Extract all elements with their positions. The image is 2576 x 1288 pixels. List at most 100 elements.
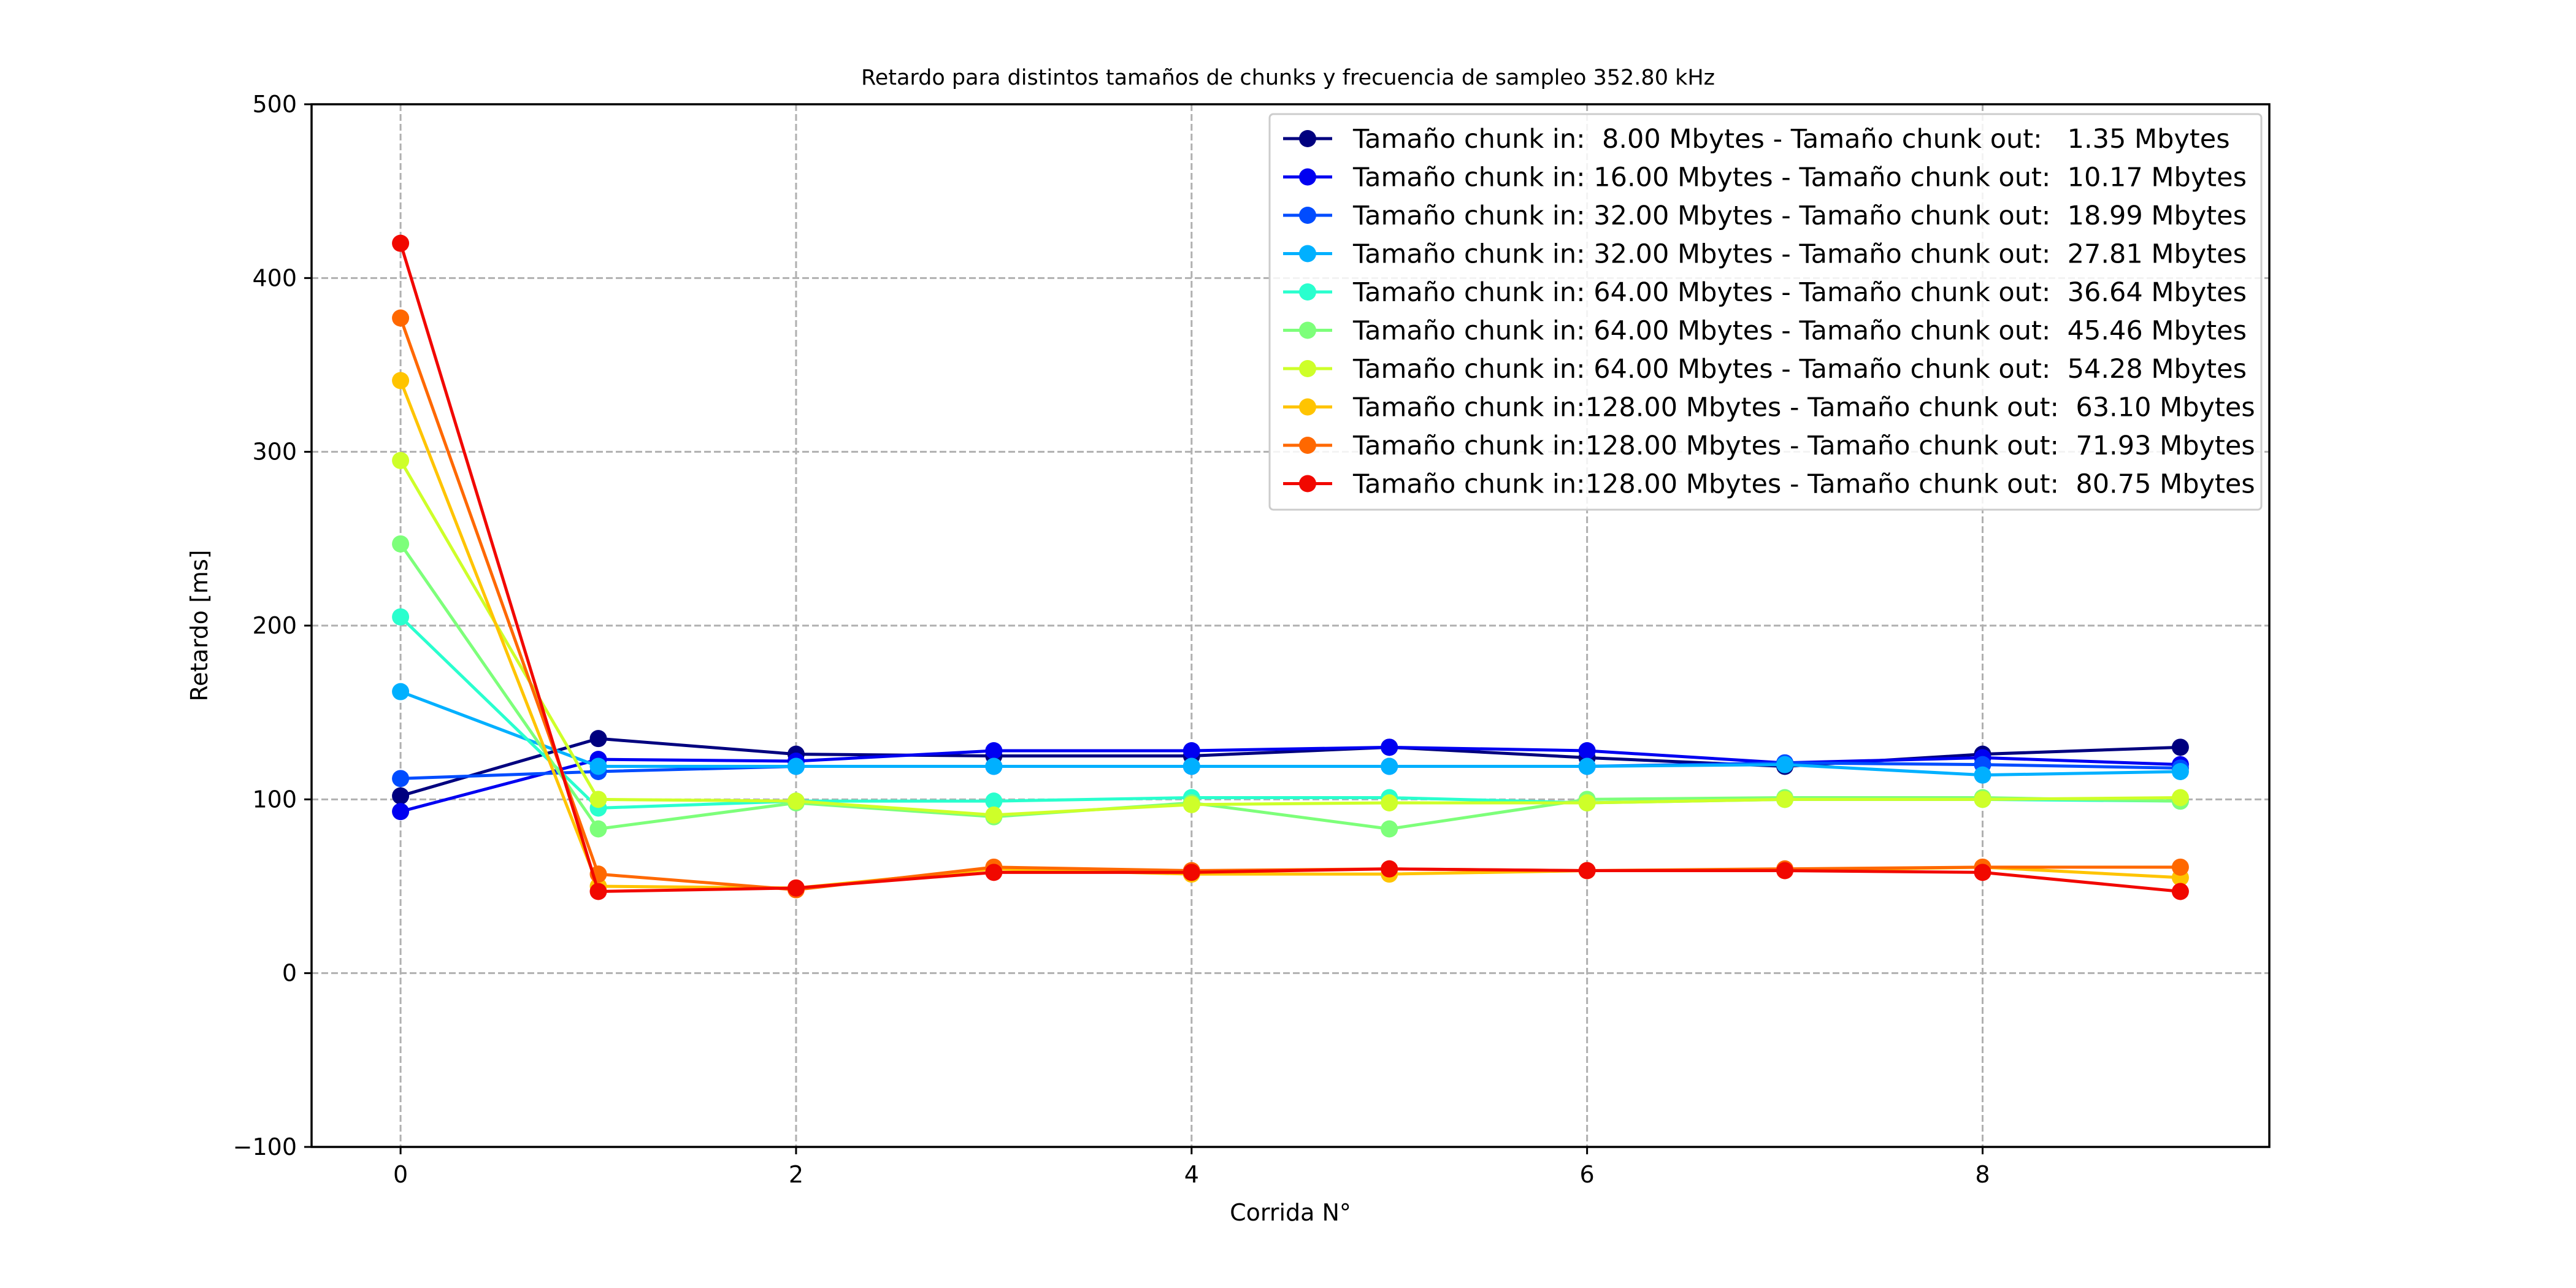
data-point: [392, 451, 410, 469]
data-point: [1974, 766, 1991, 784]
legend-item: Tamaño chunk in: 64.00 Mbytes - Tamaño c…: [1283, 316, 2247, 347]
x-tick-label: 0: [393, 1161, 408, 1188]
legend-label: Tamaño chunk in:128.00 Mbytes - Tamaño c…: [1352, 469, 2255, 500]
data-point: [2171, 738, 2189, 756]
data-point: [2171, 789, 2189, 807]
y-tick-label: 500: [252, 91, 297, 118]
legend-label: Tamaño chunk in: 32.00 Mbytes - Tamaño c…: [1352, 201, 2247, 231]
data-point: [392, 770, 410, 788]
data-point: [1578, 862, 1596, 880]
y-tick-label: 200: [252, 612, 297, 639]
data-point: [589, 820, 607, 838]
legend-label: Tamaño chunk in: 32.00 Mbytes - Tamaño c…: [1352, 239, 2247, 270]
legend-marker: [1299, 398, 1316, 416]
data-point: [985, 757, 1003, 775]
x-tick-label: 4: [1184, 1161, 1199, 1188]
series-line: [399, 242, 2181, 893]
legend-marker: [1299, 283, 1316, 301]
data-point: [2171, 858, 2189, 876]
data-point: [589, 791, 607, 808]
series-line: [399, 459, 2180, 817]
data-point: [1578, 742, 1596, 759]
data-point: [1381, 820, 1398, 838]
data-point: [1381, 738, 1398, 756]
legend-item: Tamaño chunk in: 16.00 Mbytes - Tamaño c…: [1283, 163, 2247, 193]
chart-title: Retardo para distintos tamaños de chunks…: [861, 66, 1715, 90]
legend-label: Tamaño chunk in: 8.00 Mbytes - Tamaño ch…: [1352, 124, 2230, 155]
data-point: [392, 683, 410, 700]
series-7: [392, 451, 2189, 824]
legend-marker: [1299, 168, 1316, 186]
data-point: [1974, 864, 1991, 881]
data-point: [787, 792, 805, 810]
legend-label: Tamaño chunk in: 64.00 Mbytes - Tamaño c…: [1352, 277, 2247, 308]
series-line: [399, 543, 2180, 830]
data-point: [392, 608, 410, 626]
legend-label: Tamaño chunk in:128.00 Mbytes - Tamaño c…: [1352, 431, 2255, 461]
data-point: [392, 234, 410, 252]
data-point: [1183, 757, 1200, 775]
legend-marker: [1299, 475, 1316, 493]
data-point: [1381, 794, 1398, 811]
data-point: [1776, 862, 1794, 880]
data-point: [985, 792, 1003, 810]
legend-marker: [1299, 207, 1316, 224]
data-point: [787, 879, 805, 897]
legend-label: Tamaño chunk in: 64.00 Mbytes - Tamaño c…: [1352, 354, 2247, 385]
data-point: [392, 803, 410, 821]
data-point: [1776, 756, 1794, 773]
y-tick-label: 0: [282, 960, 297, 987]
legend-marker: [1299, 321, 1316, 339]
series-10: [392, 234, 2189, 900]
y-axis-label: Retardo [ms]: [186, 550, 213, 701]
data-point: [1578, 757, 1596, 775]
plot-frame: [310, 103, 2271, 1148]
data-point: [1776, 791, 1794, 808]
y-tick-label: 300: [252, 439, 297, 466]
y-tick-label: −100: [233, 1133, 297, 1160]
data-point: [985, 806, 1003, 824]
x-axis-label: Corrida N°: [1230, 1199, 1351, 1226]
legend-item: Tamaño chunk in:128.00 Mbytes - Tamaño c…: [1283, 431, 2255, 461]
data-point: [1183, 742, 1200, 759]
data-point: [589, 883, 607, 900]
data-point: [392, 372, 410, 389]
legend-item: Tamaño chunk in: 32.00 Mbytes - Tamaño c…: [1283, 201, 2247, 231]
series-line: [400, 745, 2180, 813]
data-point: [1183, 795, 1200, 813]
data-point: [1381, 860, 1398, 878]
legend-item: Tamaño chunk in:128.00 Mbytes - Tamaño c…: [1283, 393, 2255, 423]
legend: Tamaño chunk in: 8.00 Mbytes - Tamaño ch…: [1268, 113, 2263, 511]
legend-label: Tamaño chunk in: 64.00 Mbytes - Tamaño c…: [1352, 316, 2247, 347]
legend-item: Tamaño chunk in: 8.00 Mbytes - Tamaño ch…: [1283, 124, 2230, 155]
series-4: [392, 683, 2189, 784]
data-point: [589, 730, 607, 748]
legend-item: Tamaño chunk in:128.00 Mbytes - Tamaño c…: [1283, 469, 2255, 500]
series-layer: [392, 234, 2189, 900]
data-point: [1183, 864, 1200, 881]
data-point: [392, 535, 410, 553]
tick-layer: 0 2 4 6 8 −100 0 100 200 300 400 500: [233, 91, 1990, 1188]
data-point: [2171, 763, 2189, 780]
x-tick-label: 8: [1975, 1161, 1990, 1188]
legend-item: Tamaño chunk in: 64.00 Mbytes - Tamaño c…: [1283, 277, 2247, 308]
legend-marker: [1299, 437, 1316, 454]
x-tick-label: 2: [789, 1161, 803, 1188]
data-point: [985, 742, 1003, 759]
legend-item: Tamaño chunk in: 64.00 Mbytes - Tamaño c…: [1283, 354, 2247, 385]
data-point: [787, 757, 805, 775]
data-point: [392, 309, 410, 327]
data-point: [1974, 791, 1991, 808]
y-tick-label: 400: [252, 264, 297, 291]
data-point: [392, 787, 410, 805]
legend-label: Tamaño chunk in: 16.00 Mbytes - Tamaño c…: [1352, 163, 2247, 193]
legend-label: Tamaño chunk in:128.00 Mbytes - Tamaño c…: [1352, 393, 2255, 423]
legend-marker: [1299, 130, 1316, 147]
data-point: [2171, 883, 2189, 900]
series-line: [400, 690, 2180, 777]
legend-marker: [1299, 360, 1316, 377]
y-tick-label: 100: [252, 786, 297, 813]
data-point: [1381, 757, 1398, 775]
legend-marker: [1299, 245, 1316, 263]
